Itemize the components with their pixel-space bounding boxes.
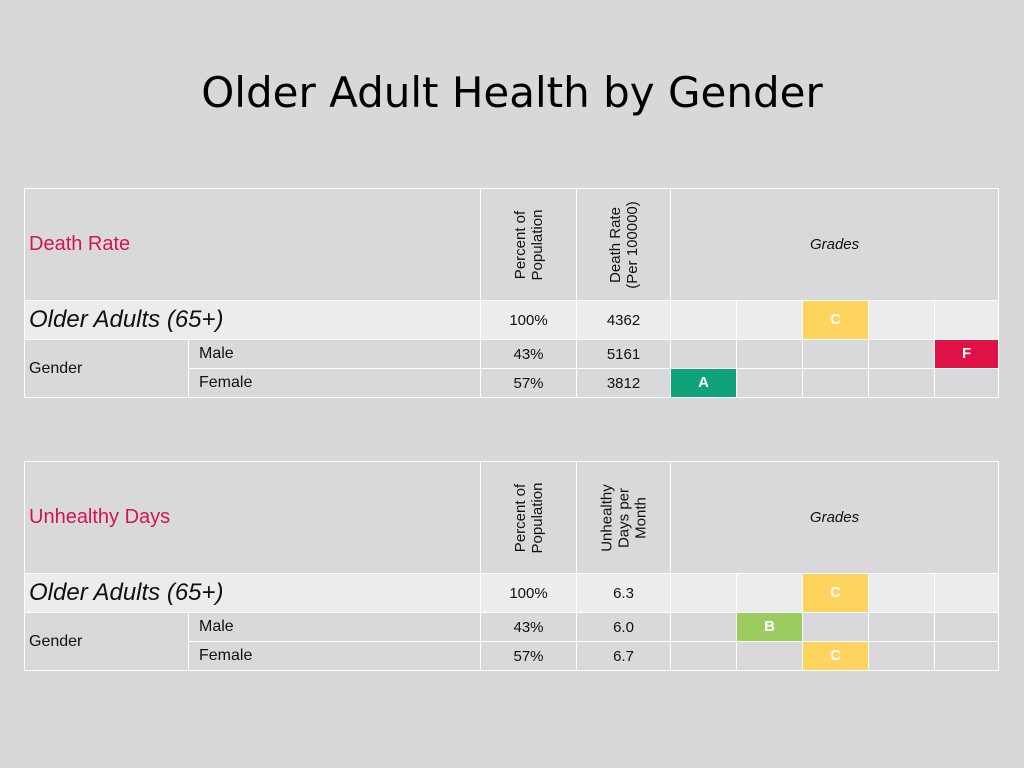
grade-cell-4 bbox=[868, 300, 936, 340]
row-percent: 57% bbox=[480, 641, 577, 671]
grade-cell-3 bbox=[802, 339, 870, 369]
row-value: 5161 bbox=[576, 339, 672, 369]
row-value: 6.0 bbox=[576, 612, 671, 642]
metric-label: Unhealthy Days bbox=[24, 461, 481, 574]
grade-badge: B bbox=[737, 613, 802, 641]
row-percent: 57% bbox=[480, 368, 578, 398]
grade-cell-1 bbox=[670, 300, 738, 340]
table-row: Gender Male 43% 5161 F bbox=[24, 339, 1000, 398]
grade-cell-5 bbox=[933, 573, 1000, 613]
unhealthy-days-table: Unhealthy Days Percent of Population Unh… bbox=[24, 461, 1000, 671]
percent-header-line: Percent of bbox=[511, 483, 529, 552]
grades-header: Grades bbox=[669, 461, 1000, 574]
grade-cell-4 bbox=[868, 368, 936, 398]
grade-cell-1 bbox=[670, 641, 737, 671]
grade-cell-1 bbox=[670, 612, 737, 642]
header-row: Death Rate Percent of Population Death R… bbox=[23, 188, 1000, 301]
value-header-line: (Per 100000) bbox=[623, 200, 641, 289]
header-row: Unhealthy Days Percent of Population Unh… bbox=[24, 461, 1000, 574]
row-value: 6.7 bbox=[576, 641, 671, 671]
grade-cell-2 bbox=[736, 641, 803, 671]
percent-header-line: Population bbox=[528, 482, 546, 553]
grade-cell-5 bbox=[934, 300, 1000, 340]
grade-cell-5 bbox=[933, 612, 1000, 642]
total-row: Older Adults (65+) 100% 6.3 C bbox=[24, 573, 1000, 613]
total-row: Older Adults (65+) 100% 4362 C bbox=[23, 300, 1000, 340]
row-percent: 43% bbox=[480, 339, 578, 369]
percent-header-line: Percent of bbox=[511, 210, 529, 279]
total-label: Older Adults (65+) bbox=[23, 300, 482, 340]
total-value: 4362 bbox=[576, 300, 672, 340]
grades-header: Grades bbox=[670, 188, 1000, 301]
grade-cell-5 bbox=[933, 641, 1000, 671]
percent-header: Percent of Population bbox=[480, 461, 577, 574]
grade-cell-4 bbox=[868, 573, 935, 613]
slide-title: Older Adult Health by Gender bbox=[201, 68, 823, 117]
grade-cell-3 bbox=[802, 612, 869, 642]
grade-cell-5 bbox=[934, 368, 1000, 398]
value-header-line: Death Rate bbox=[606, 206, 624, 283]
table-row: Gender Male 43% 6.0 B bbox=[24, 612, 1000, 671]
grade-cell-4 bbox=[868, 641, 935, 671]
table-row: Female 57% 6.7 C bbox=[25, 641, 1000, 671]
grade-badge: F bbox=[935, 340, 998, 368]
death-rate-table: Death Rate Percent of Population Death R… bbox=[23, 188, 1000, 398]
grade-badge: A bbox=[671, 369, 736, 397]
percent-header: Percent of Population bbox=[480, 188, 578, 301]
grade-cell-4 bbox=[868, 339, 936, 369]
grade-cell-2 bbox=[736, 368, 804, 398]
grade-cell-3: C bbox=[802, 641, 869, 671]
group-label: Gender bbox=[24, 339, 189, 398]
grade-cell-5: F bbox=[934, 339, 1000, 369]
value-header: Unhealthy Days per Month bbox=[576, 461, 671, 574]
row-label: Male bbox=[188, 612, 481, 642]
percent-header-line: Population bbox=[528, 209, 546, 280]
grade-cell-1: A bbox=[670, 368, 738, 398]
grade-cell-3 bbox=[802, 368, 870, 398]
total-percent: 100% bbox=[480, 573, 577, 613]
grade-cell-2 bbox=[736, 573, 803, 613]
grade-cell-4 bbox=[868, 612, 935, 642]
grade-badge: C bbox=[803, 301, 868, 339]
grade-cell-2: B bbox=[736, 612, 803, 642]
grade-cell-3: C bbox=[802, 300, 870, 340]
grade-cell-2 bbox=[736, 300, 804, 340]
metric-label: Death Rate bbox=[23, 188, 482, 301]
row-label: Male bbox=[187, 339, 482, 369]
grade-cell-3: C bbox=[802, 573, 869, 613]
row-label: Female bbox=[187, 368, 482, 398]
grade-cell-1 bbox=[670, 339, 738, 369]
value-header-line: Days per bbox=[615, 487, 632, 548]
total-label: Older Adults (65+) bbox=[24, 573, 481, 613]
row-value: 3812 bbox=[576, 368, 672, 398]
grade-cell-2 bbox=[736, 339, 804, 369]
value-header: Death Rate (Per 100000) bbox=[576, 188, 672, 301]
value-header-line: Unhealthy bbox=[598, 483, 615, 552]
value-header-line: Month bbox=[632, 496, 649, 539]
row-percent: 43% bbox=[480, 612, 577, 642]
grade-badge: C bbox=[803, 574, 868, 612]
total-percent: 100% bbox=[480, 300, 578, 340]
group-label: Gender bbox=[24, 612, 189, 671]
grade-badge: C bbox=[803, 642, 868, 670]
total-value: 6.3 bbox=[576, 573, 671, 613]
table-row: Female 57% 3812 A bbox=[25, 368, 1000, 398]
grade-cell-1 bbox=[670, 573, 737, 613]
row-label: Female bbox=[188, 641, 481, 671]
